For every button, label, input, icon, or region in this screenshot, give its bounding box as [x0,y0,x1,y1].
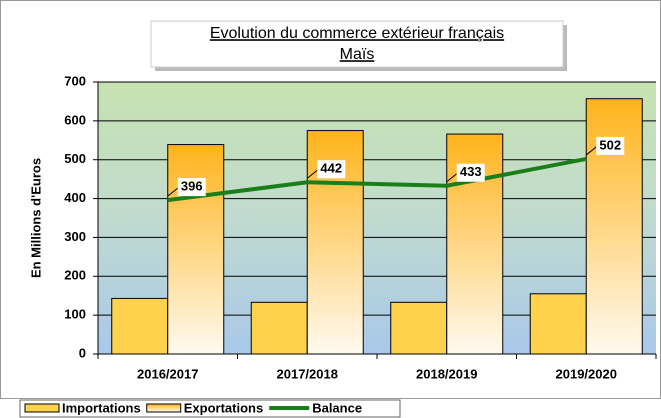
y-tick-label: 200 [64,268,86,283]
bar [250,301,308,355]
bar [390,301,448,355]
y-tick-label: 700 [64,73,86,88]
label-leader [446,173,458,183]
label-box [317,160,346,179]
line-series [167,156,587,203]
data-label: 442 [320,161,342,176]
x-tick-label: 2016/2017 [137,366,198,381]
legend-box [19,399,401,418]
legend-label: Exportations [184,400,263,415]
x-tick-label: 2019/2020 [556,366,617,381]
title-box [150,20,564,68]
y-tick-label: 400 [64,190,86,205]
bar [167,144,225,355]
chart-title: Evolution du commerce extérieur français [210,25,504,42]
legend-label: Balance [312,400,362,415]
bar [111,297,169,355]
chart-subtitle: Maïs [340,46,375,63]
x-tick-label: 2018/2019 [416,366,477,381]
y-tick-label: 600 [64,112,86,127]
label-box [177,178,206,197]
x-tick-label: 2017/2018 [277,366,338,381]
label-box [596,136,625,155]
legend-swatch [146,403,182,413]
y-tick-label: 100 [64,307,86,322]
label-leader [585,146,597,156]
label-box [456,163,485,182]
data-label: 502 [599,137,621,152]
y-axis-label: En Millions d'Euros [28,158,43,278]
label-leader [167,187,179,197]
data-label: 396 [181,179,203,194]
y-tick-label: 500 [64,151,86,166]
legend-swatch [24,403,60,413]
label-leader [306,169,318,179]
y-tick-label: 300 [64,229,86,244]
y-tick-label: 0 [79,345,86,360]
bar [529,293,587,355]
legend-label: Importations [62,400,141,415]
data-label: 433 [460,164,482,179]
